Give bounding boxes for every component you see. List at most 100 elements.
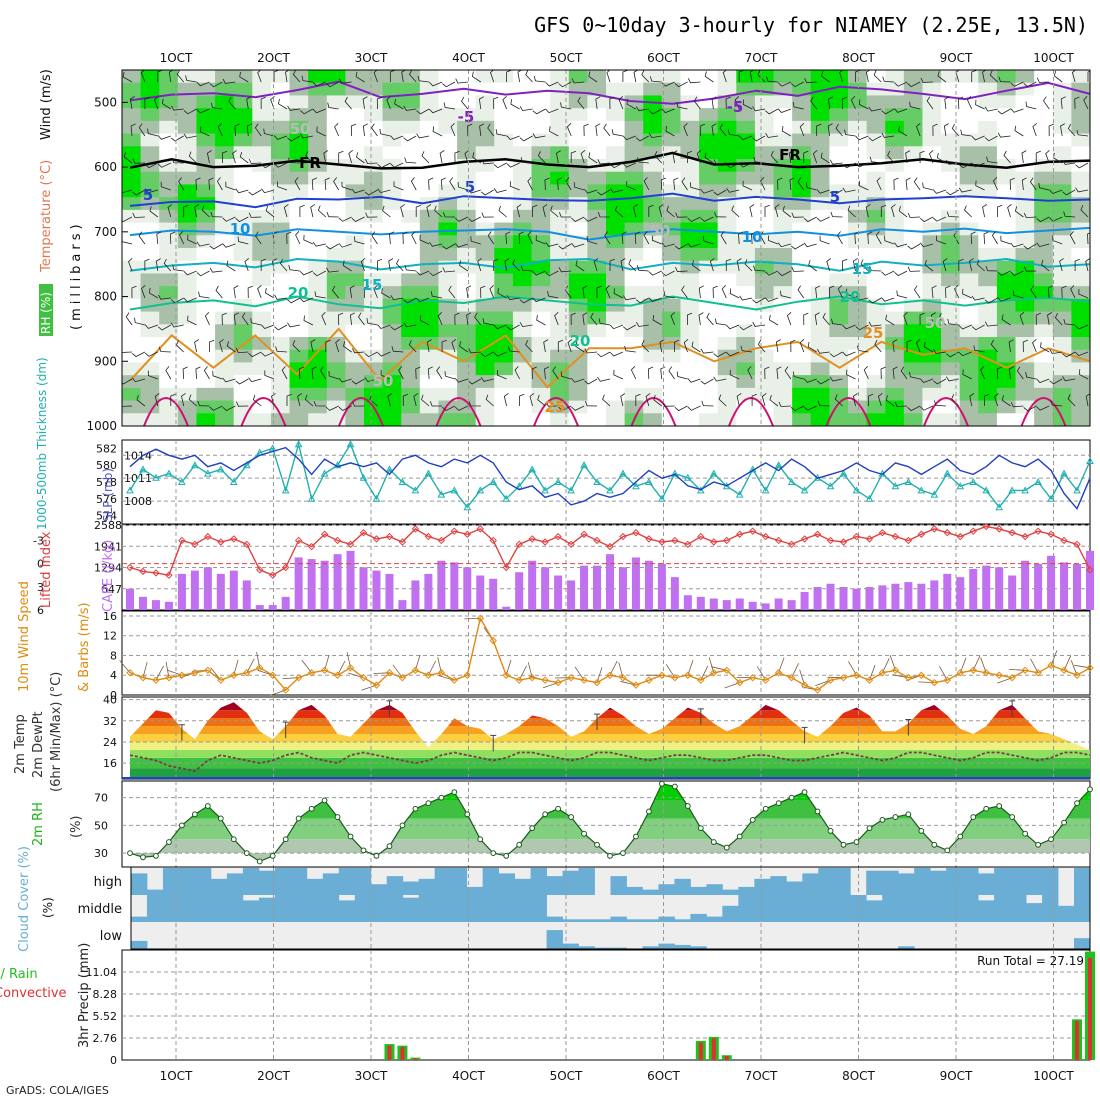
wind-barb	[287, 322, 300, 328]
data-point	[541, 486, 549, 494]
cape-bar	[372, 570, 381, 610]
wind-barb	[565, 177, 572, 191]
data-point	[424, 671, 433, 679]
wind-barb	[803, 405, 817, 411]
wind-barb	[1014, 125, 1024, 137]
rh-cell	[959, 209, 979, 224]
rh-cell	[587, 324, 607, 338]
wind-barb	[649, 76, 662, 83]
rh-cell	[159, 260, 179, 275]
wind-barb	[877, 392, 883, 407]
bottom-x-tick-label: 2OCT	[257, 1069, 290, 1083]
wind-barb	[393, 181, 404, 191]
cloud-high-bar	[434, 868, 452, 895]
wind-barb	[338, 216, 352, 222]
rh-cell	[643, 248, 663, 262]
rh-cell	[922, 120, 942, 135]
wind-barb	[466, 312, 472, 326]
rh-cell	[754, 146, 775, 160]
rh-cell	[401, 286, 421, 300]
wind-barb	[1075, 187, 1089, 193]
wind-barb	[969, 258, 974, 272]
rh-cell	[680, 298, 700, 313]
rh-cell	[289, 146, 309, 160]
wind-barb	[913, 177, 921, 191]
rh-cell	[326, 311, 346, 325]
wind-barb	[842, 187, 856, 193]
wind-barb	[379, 128, 391, 137]
data-point	[139, 567, 147, 576]
wind-barb	[842, 324, 856, 330]
wind-barb	[556, 150, 561, 164]
rh-cell	[996, 286, 1017, 300]
wind-barb	[903, 311, 908, 326]
cape-bar	[450, 562, 459, 610]
rh-cell	[959, 349, 979, 364]
rh-cell	[978, 400, 998, 414]
rh-cell	[736, 248, 756, 262]
wind-barb	[753, 156, 766, 164]
wind-barb	[907, 212, 921, 218]
wind-barb	[726, 187, 740, 193]
data-point	[528, 465, 537, 473]
rh-cell	[959, 362, 979, 376]
wind-barb	[546, 401, 559, 407]
rh-cell	[326, 108, 346, 122]
rh-cell	[438, 146, 458, 160]
minmax-whisker	[282, 721, 289, 739]
rh-cell	[326, 70, 346, 84]
rh-cell	[568, 146, 588, 160]
wind-barb	[248, 351, 262, 358]
rh-cell	[382, 171, 402, 186]
rh-cell	[122, 375, 142, 389]
rh-cell	[1034, 362, 1054, 376]
top-x-tick-label: 8OCT	[842, 51, 875, 65]
wind-barb	[248, 377, 262, 383]
wind-barb	[356, 152, 365, 164]
wind-barb	[868, 321, 882, 327]
wind-barb	[122, 72, 133, 83]
rh-cell	[233, 362, 253, 376]
wind-barb	[799, 123, 805, 137]
wind-barb	[894, 108, 908, 113]
rh-cell	[289, 260, 309, 275]
wind-barb	[803, 378, 817, 383]
rh-cell	[1015, 362, 1035, 376]
wind-barb	[1050, 400, 1063, 407]
wind-barb	[386, 96, 391, 110]
wind-barb	[252, 394, 262, 407]
rh-cell	[1015, 222, 1035, 236]
cloud-low-bar	[898, 946, 915, 949]
cloud-middle-bar	[882, 895, 899, 922]
wind-barb	[742, 99, 753, 110]
rh-cell	[177, 248, 198, 262]
wind-barb	[634, 231, 641, 245]
rh-cell	[140, 362, 160, 376]
rh-cell	[401, 82, 421, 97]
cloud-middle-bar	[338, 900, 356, 922]
wind-barb	[131, 351, 146, 358]
wind-barb	[349, 285, 355, 299]
rh-cell	[736, 133, 756, 147]
wind-barb	[997, 132, 1011, 138]
rh-cell	[122, 222, 142, 236]
rh-cell	[326, 184, 346, 198]
bottom-x-tick-label: 3OCT	[355, 1069, 388, 1083]
rh-point	[1022, 830, 1029, 837]
wind-barb	[622, 162, 636, 168]
data-point	[554, 678, 562, 687]
rh-cell	[531, 171, 551, 186]
rh-cell	[494, 133, 514, 147]
rh-cell	[680, 70, 700, 84]
wind-barb	[567, 338, 573, 353]
wind-barb	[996, 366, 1003, 380]
wind-barb	[235, 378, 249, 385]
cape-bar	[567, 580, 576, 610]
rh-cell	[810, 197, 830, 211]
wind-barb	[951, 123, 960, 137]
rh-cell	[494, 400, 514, 414]
rh-cell	[661, 248, 682, 262]
rh-cell	[1071, 311, 1090, 325]
rh-cell	[270, 273, 291, 287]
